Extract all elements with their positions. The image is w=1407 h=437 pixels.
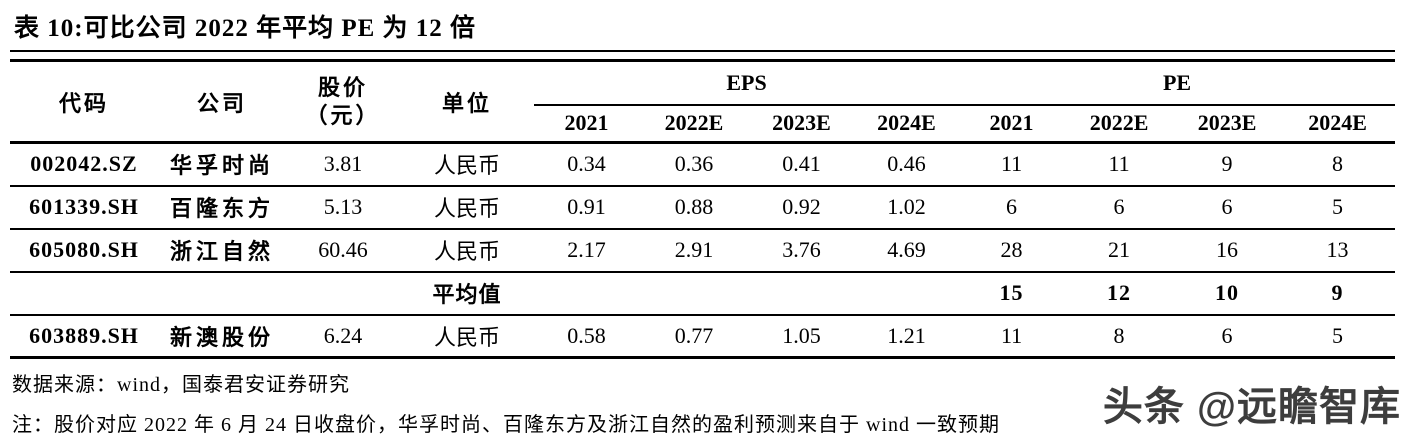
group-header-pe: PE (959, 60, 1396, 106)
pe-year-2021: 2021 (959, 104, 1065, 144)
table-header: 代码 公司 股价 （元） 单位 EPS PE 2021 2022E 2023E … (10, 60, 1396, 144)
table-title: 表 10:可比公司 2022 年平均 PE 为 12 倍 (10, 6, 1395, 52)
group-header-row: 代码 公司 股价 （元） 单位 EPS PE (10, 60, 1396, 144)
cell-pe-0: 28 (959, 228, 1065, 273)
table-row: 002042.SZ 华孚时尚 3.81 人民币 0.34 0.36 0.41 0.46 11 11… (10, 142, 1396, 187)
cell-pe-0: 6 (959, 185, 1065, 230)
cell-pe-3: 13 (1280, 228, 1396, 273)
cell-price: 60.46 (286, 228, 400, 273)
pe-year-2023e: 2023E (1174, 104, 1281, 144)
cell-pe-3: 9 (1280, 271, 1396, 316)
cell-unit: 人民币 (400, 228, 534, 273)
cell-pe-2: 6 (1174, 185, 1281, 230)
cell-pe-1: 12 (1064, 271, 1175, 316)
cell-eps-0: 0.58 (567, 322, 606, 348)
cell-eps-3: 4.69 (854, 228, 960, 273)
cell-eps-1 (639, 271, 749, 316)
cell-price: 5.13 (286, 185, 400, 230)
cell-eps-2: 0.92 (749, 185, 854, 230)
group-header-eps: EPS (534, 60, 960, 106)
cell-pe-3: 5 (1280, 185, 1396, 230)
col-header-code: 代码 (10, 60, 158, 144)
col-header-price-line2: （元） (305, 102, 381, 128)
cell-eps-1: 0.36 (639, 142, 749, 187)
cell-eps-1: 0.88 (639, 185, 749, 230)
cell-company (158, 271, 286, 316)
cell-pe-3: 8 (1280, 142, 1396, 187)
comparable-companies-table: 代码 公司 股价 （元） 单位 EPS PE 2021 2022E 2023E … (10, 59, 1396, 359)
eps-year-2023e: 2023E (749, 104, 854, 144)
cell-price (286, 271, 400, 316)
cell-eps-1: 0.77 (674, 322, 714, 348)
table-row: 601339.SH 百隆东方 5.13 人民币 0.91 0.88 0.92 1.02 6 6 6 5 (10, 185, 1396, 230)
cell-pe-1: 11 (1064, 142, 1175, 187)
footnote-text: 注：股价对应 2022 年 6 月 24 日收盘价，华孚时尚、百隆东方及浙江自然… (12, 414, 1000, 436)
cell-pe-1: 8 (1113, 322, 1125, 348)
col-header-company: 公司 (158, 60, 286, 144)
cell-unit: 平均值 (400, 271, 534, 316)
cell-eps-0: 0.34 (534, 142, 639, 187)
cell-company: 新澳股份 (169, 324, 274, 350)
pe-year-2024e: 2024E (1280, 104, 1396, 144)
cell-eps-0: 2.17 (534, 228, 639, 273)
table-row: 605080.SH 浙江自然 60.46 人民币 2.17 2.91 3.76 4.69 28 2… (10, 228, 1396, 273)
cell-pe-2: 10 (1174, 271, 1281, 316)
cell-eps-3: 0.46 (854, 142, 960, 187)
col-header-price: 股价 （元） (286, 60, 400, 144)
report-table-page: 表 10:可比公司 2022 年平均 PE 为 12 倍 代码 公司 股价 （元… (10, 6, 1400, 436)
cell-eps-0: 0.91 (534, 185, 639, 230)
cell-pe-0: 11 (1000, 322, 1023, 348)
cell-code: 603889.SH (29, 322, 139, 348)
cell-eps-3 (854, 271, 960, 316)
cell-pe-3: 5 (1332, 322, 1344, 348)
years-header-row: 2021 2022E 2023E 2024E 2021 2022E 2023E … (10, 104, 1396, 144)
table-body: 002042.SZ 华孚时尚 3.81 人民币 0.34 0.36 0.41 0.46 11 11… (10, 142, 1396, 358)
cell-eps-3: 1.21 (887, 322, 926, 348)
eps-year-2022e: 2022E (639, 104, 749, 144)
cell-price: 3.81 (286, 142, 400, 187)
cell-company: 华孚时尚 (158, 142, 286, 187)
eps-year-2024e: 2024E (854, 104, 960, 144)
cell-pe-0: 15 (959, 271, 1065, 316)
cell-eps-2: 1.05 (782, 322, 821, 348)
cell-unit: 人民币 (433, 324, 500, 350)
cell-eps-3: 1.02 (854, 185, 960, 230)
cell-code: 601339.SH (10, 185, 158, 230)
cell-pe-0: 11 (959, 142, 1065, 187)
col-header-unit: 单位 (400, 60, 534, 144)
table-row: 平均值 15 12 10 9 (10, 271, 1396, 316)
toutiao-watermark: 头条 @远瞻智库 (1102, 385, 1401, 429)
cell-pe-2: 6 (1221, 322, 1233, 348)
cell-eps-0 (534, 271, 639, 316)
cell-pe-2: 16 (1174, 228, 1281, 273)
cell-pe-1: 6 (1064, 185, 1175, 230)
cell-eps-1: 2.91 (639, 228, 749, 273)
cell-pe-2: 9 (1174, 142, 1281, 187)
eps-year-2021: 2021 (534, 104, 639, 144)
cell-code (10, 271, 158, 316)
cell-company: 浙江自然 (158, 228, 286, 273)
cell-pe-1: 21 (1064, 228, 1175, 273)
cell-eps-2 (749, 271, 854, 316)
cell-unit: 人民币 (400, 142, 534, 187)
col-header-price-line1: 股价 (317, 75, 368, 100)
cell-code: 605080.SH (10, 228, 158, 273)
pe-year-2022e: 2022E (1064, 104, 1175, 144)
cell-eps-2: 0.41 (749, 142, 854, 187)
data-source-text: 数据来源：wind，国泰君安证券研究 (12, 374, 350, 396)
cell-unit: 人民币 (400, 185, 534, 230)
cell-price: 6.24 (323, 322, 363, 348)
table-row: 603889.SH 新澳股份 6.24 人民币 0.58 0.77 1.05 1.21 11 8 6… (10, 315, 1395, 358)
cell-eps-2: 3.76 (749, 228, 854, 273)
cell-company: 百隆东方 (158, 185, 286, 230)
cell-code: 002042.SZ (10, 142, 158, 187)
